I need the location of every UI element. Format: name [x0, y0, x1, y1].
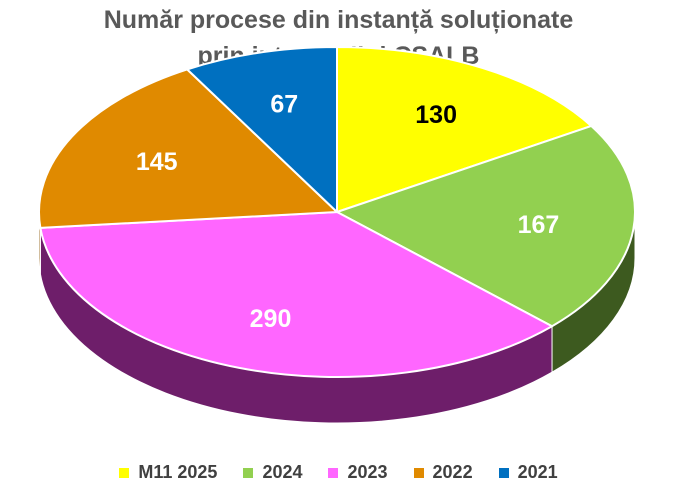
- data-label-2021: 67: [270, 91, 298, 119]
- legend-label-2022: 2022: [432, 462, 473, 482]
- chart-legend: M11 2025 2024 2023 2022 2021: [0, 462, 677, 483]
- pie-slice-2021: [186, 46, 338, 213]
- pie-slice-2023: [39, 211, 554, 378]
- legend-swatch-2022: [413, 467, 424, 478]
- legend-item-2021: 2021: [498, 462, 558, 483]
- legend-swatch-2024: [243, 467, 254, 478]
- legend-swatch-2023: [328, 467, 339, 478]
- legend-label-2024: 2024: [262, 462, 303, 482]
- legend-swatch-2021: [498, 467, 509, 478]
- legend-label-m11-2025: M11 2025: [138, 462, 218, 482]
- chart-title-line-1: Număr procese din instanță soluționate: [103, 6, 574, 34]
- pie-slice-m11-2025: [336, 46, 593, 213]
- pie-slice-2022: [38, 68, 338, 229]
- legend-item-2022: 2022: [413, 462, 473, 483]
- data-label-m11-2025: 130: [415, 101, 457, 129]
- pie-slice-2024: [336, 124, 636, 328]
- legend-item-2023: 2023: [328, 462, 388, 483]
- legend-label-2023: 2023: [347, 462, 388, 482]
- legend-item-2024: 2024: [243, 462, 302, 483]
- data-label-2023: 290: [250, 305, 292, 333]
- legend-label-2021: 2021: [517, 462, 558, 482]
- data-label-2024: 167: [518, 211, 560, 239]
- data-label-2022: 145: [136, 148, 178, 176]
- legend-item-m11-2025: M11 2025: [119, 462, 217, 483]
- legend-swatch-m11-2025: [119, 467, 130, 478]
